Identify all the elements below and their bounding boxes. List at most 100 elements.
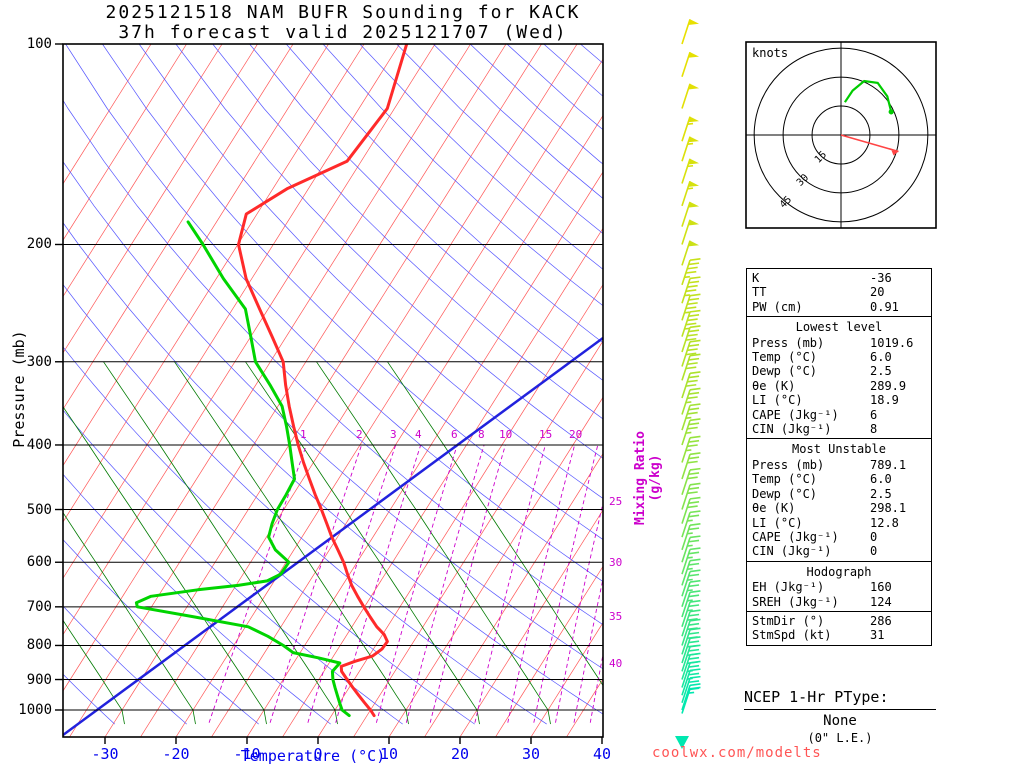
- wind-barb: [681, 353, 701, 381]
- indices-row: Press (mb) 1019.6: [752, 336, 926, 350]
- indices-section: StmDir (°) 286 StmSpd (kt) 31: [747, 610, 931, 645]
- wind-barb: [681, 510, 701, 538]
- indices-row: LI (°C) 12.8: [752, 516, 926, 530]
- indices-row: θe (K) 298.1: [752, 501, 926, 515]
- wind-barb: [681, 452, 701, 480]
- indices-row: K -36: [752, 271, 926, 285]
- wind-barb: [681, 558, 701, 586]
- temperature-axis-label: Temperature (°C): [240, 747, 386, 765]
- wind-barb: [681, 675, 701, 703]
- index-value: 18.9: [870, 393, 899, 408]
- wind-barb: [681, 371, 701, 399]
- mixing-ratio-label-right: 25: [609, 495, 623, 508]
- indices-row: Dewp (°C) 2.5: [752, 487, 926, 501]
- index-value: 31: [870, 628, 885, 643]
- pressure-tick-label: 200: [26, 236, 52, 252]
- indices-row: CIN (Jkg⁻¹) 8: [752, 422, 926, 436]
- wind-barb: [681, 569, 701, 597]
- barb-column-end-arrow: [675, 736, 689, 749]
- temperature-tick-label: 30: [521, 745, 541, 763]
- index-label: Press (mb): [752, 335, 825, 350]
- hodograph-trace: [843, 79, 893, 113]
- wind-barb: [681, 19, 700, 45]
- mixing-ratio-label: 10: [499, 428, 513, 441]
- index-label: SREH (Jkg⁻¹): [752, 594, 839, 609]
- index-label: Dewp (°C): [752, 486, 818, 501]
- wind-barb: [681, 325, 701, 353]
- index-value: 6: [870, 407, 878, 422]
- storm-motion-vector: [840, 134, 899, 153]
- wind-barb-column: [675, 19, 701, 749]
- index-value: 289.9: [870, 378, 907, 393]
- index-label: StmDir (°): [752, 613, 825, 628]
- mixing-ratio-label: 4: [415, 428, 422, 441]
- wind-barb: [681, 258, 701, 286]
- hodograph: [745, 41, 937, 229]
- mixing-ratio-label: 20: [569, 428, 583, 441]
- wind-barb: [681, 180, 700, 207]
- indices-row: StmDir (°) 286: [752, 614, 926, 628]
- index-value: 789.1: [870, 457, 907, 472]
- wind-barb: [681, 276, 701, 304]
- index-label: CIN (Jkg⁻¹): [752, 544, 832, 559]
- hodograph-units-label: knots: [752, 46, 789, 60]
- mixing-ratio-label: 6: [451, 428, 458, 441]
- indices-row: CAPE (Jkg⁻¹) 0: [752, 530, 926, 544]
- indices-row: θe (K) 289.9: [752, 379, 926, 393]
- index-label: StmSpd (kt): [752, 628, 832, 643]
- pressure-tick-label: 1000: [18, 702, 52, 718]
- temperature-tick-label: -10: [233, 745, 261, 763]
- indices-section: Hodograph EH (Jkg⁻¹) 160 SREH (Jkg⁻¹) 124: [747, 560, 931, 611]
- wind-barb: [681, 418, 701, 446]
- mixing-ratio-label: 8: [478, 428, 485, 441]
- index-label: Press (mb): [752, 457, 825, 472]
- index-value: 12.8: [870, 515, 899, 530]
- mixing-ratio-label: 3: [390, 428, 397, 441]
- temperature-tick-label: -30: [91, 745, 119, 763]
- indices-row: TT 20: [752, 285, 926, 299]
- index-value: 2.5: [870, 486, 892, 501]
- wind-barb: [681, 523, 701, 551]
- indices-table: K -36 TT 20 PW (cm) 0.91 Lowest level Press (mb…: [746, 268, 932, 646]
- chart-title-line1: 2025121518 NAM BUFR Sounding for KACK: [105, 2, 581, 23]
- index-label: θe (K): [752, 378, 796, 393]
- indices-row: EH (Jkg⁻¹) 160: [752, 580, 926, 594]
- pressure-tick-label: 600: [26, 554, 52, 570]
- mixing-ratio-label: 15: [539, 428, 553, 441]
- ptype-value: None: [823, 713, 857, 729]
- wind-barb: [681, 435, 701, 463]
- index-value: 1019.6: [870, 335, 914, 350]
- temperature-tick-label: 0: [313, 745, 323, 763]
- index-value: 20: [870, 285, 885, 300]
- index-label: K: [752, 271, 760, 285]
- pressure-tick-label: 500: [26, 502, 52, 518]
- indices-row: StmSpd (kt) 31: [752, 628, 926, 642]
- wind-barb: [681, 158, 700, 184]
- index-value: 6.0: [870, 350, 892, 365]
- watermark-text: coolwx.com/modelts: [652, 745, 822, 761]
- indices-row: PW (cm) 0.91: [752, 300, 926, 314]
- wind-barb: [681, 599, 701, 628]
- indices-section: Lowest level Press (mb) 1019.6 Temp (°C) 6.0…: [747, 316, 931, 438]
- wind-barb: [681, 547, 701, 575]
- indices-row: CAPE (Jkg⁻¹) 6: [752, 408, 926, 422]
- mixing-ratio-label-right: 40: [609, 657, 623, 670]
- indices-section: Most Unstable Press (mb) 789.1 Temp (°C) 6.0…: [747, 438, 931, 560]
- wind-barb: [681, 590, 701, 618]
- index-label: LI (°C): [752, 515, 803, 530]
- wind-barb: [681, 83, 700, 109]
- index-label: CIN (Jkg⁻¹): [752, 422, 832, 437]
- pressure-tick-label: 900: [26, 672, 52, 688]
- mixing-ratio-label-right: 30: [609, 556, 623, 569]
- indices-row: SREH (Jkg⁻¹) 124: [752, 595, 926, 609]
- temperature-tick-label: 20: [450, 745, 470, 763]
- index-value: 2.5: [870, 364, 892, 379]
- index-label: Temp (°C): [752, 350, 818, 365]
- mixing-ratio-label: 2: [356, 428, 363, 441]
- mixing-ratio-label: 1: [300, 428, 307, 441]
- wind-barb: [681, 51, 700, 78]
- mixing-ratio-label-right: 35: [609, 610, 623, 623]
- indices-row: Dewp (°C) 2.5: [752, 364, 926, 378]
- index-value: 0.91: [870, 299, 899, 314]
